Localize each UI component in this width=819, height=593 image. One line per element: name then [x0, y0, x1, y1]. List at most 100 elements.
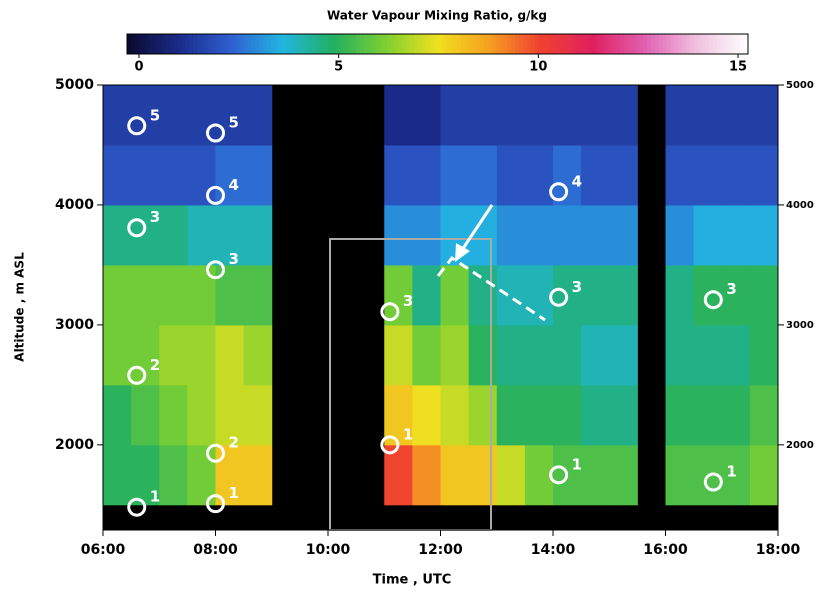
- heatmap-cell: [440, 324, 470, 386]
- heatmap-cell: [215, 384, 245, 446]
- heatmap-cell: [524, 144, 554, 206]
- sonde-label: 1: [150, 488, 160, 506]
- heatmap-cell: [553, 384, 582, 446]
- colorbar-swatch: [142, 34, 147, 54]
- sonde-marker: [549, 465, 569, 485]
- heatmap-cell: [609, 384, 638, 446]
- colorbar-swatch: [173, 34, 178, 54]
- colorbar-swatch: [398, 34, 404, 54]
- y-tick-label: 3000: [55, 317, 94, 333]
- colorbar-swatch: [336, 34, 341, 54]
- sonde-label: 3: [572, 278, 582, 296]
- colorbar-swatch: [402, 34, 407, 54]
- colorbar-swatch: [379, 34, 384, 54]
- colorbar-swatch: [437, 34, 442, 54]
- heatmap-cell: [159, 384, 188, 446]
- heatmap-cell: [496, 324, 526, 386]
- sonde-marker: [380, 435, 400, 455]
- colorbar-swatch: [491, 34, 497, 54]
- heatmap-cell: [103, 85, 132, 146]
- sonde-marker: [703, 290, 723, 310]
- colorbar-swatch: [196, 34, 202, 54]
- heatmap-cell: [749, 384, 779, 446]
- y2-tick-label: 5000: [786, 80, 814, 91]
- heatmap-cell: [581, 384, 610, 446]
- colorbar-swatch: [185, 34, 190, 54]
- colorbar-swatch: [604, 34, 609, 54]
- colorbar-swatch: [266, 34, 272, 54]
- colorbar-swatch: [542, 34, 547, 54]
- colorbar-swatch: [744, 34, 749, 54]
- colorbar-swatch: [224, 34, 229, 54]
- heatmap-cell: [131, 264, 160, 326]
- colorbar-swatch: [584, 34, 590, 54]
- colorbar-swatch: [720, 34, 726, 54]
- colorbar-swatch: [472, 34, 477, 54]
- colorbar-swatch: [616, 34, 621, 54]
- sonde-label: 5: [150, 106, 160, 124]
- colorbar-swatch: [596, 34, 602, 54]
- heatmap-cell: [243, 204, 273, 266]
- heatmap-cell: [665, 324, 695, 386]
- colorbar-swatch: [251, 34, 256, 54]
- heatmap-cell: [581, 324, 610, 386]
- heatmap-cell: [215, 264, 245, 326]
- colorbar-swatch: [278, 34, 283, 54]
- heatmap-cell: [187, 324, 216, 386]
- sonde-label: 1: [572, 455, 582, 473]
- colorbar-swatch: [127, 34, 132, 54]
- colorbar-swatch: [286, 34, 291, 54]
- heatmap-cell: [665, 264, 695, 326]
- sonde-marker: [206, 123, 225, 143]
- sonde-label: 3: [726, 280, 736, 298]
- colorbar-swatch: [511, 34, 516, 54]
- colorbar-swatch: [709, 34, 714, 54]
- heatmap-cell: [384, 384, 413, 446]
- heatmap-cell: [553, 204, 582, 266]
- heatmap-cell: [412, 85, 441, 146]
- colorbar-swatch: [231, 34, 237, 54]
- colorbar-swatch: [247, 34, 252, 54]
- colorbar-swatch: [573, 34, 578, 54]
- colorbar-frame: [126, 33, 749, 55]
- y2-tick-label: 4000: [786, 200, 814, 211]
- heatmap-cell: [524, 384, 554, 446]
- heatmap-cell: [721, 85, 751, 146]
- heatmap-cell: [243, 144, 273, 206]
- heatmap-cell: [749, 444, 779, 506]
- colorbar-swatch: [631, 34, 636, 54]
- heatmap-cell: [693, 85, 723, 146]
- sonde-label: 3: [150, 208, 160, 226]
- heatmap-cell: [412, 204, 441, 266]
- colorbar-swatch: [390, 34, 396, 54]
- colorbar-swatch: [414, 34, 419, 54]
- sonde-label: 4: [572, 172, 582, 190]
- colorbar-swatch: [309, 34, 314, 54]
- colorbar-swatch: [154, 34, 159, 54]
- x-tick-label: 08:00: [193, 542, 238, 558]
- colorbar-swatch: [216, 34, 221, 54]
- colorbar-swatch: [569, 34, 574, 54]
- heatmap-cell: [384, 85, 413, 146]
- colorbar-swatch: [487, 34, 493, 54]
- colorbar-swatch: [367, 34, 373, 54]
- colorbar-swatch: [619, 34, 625, 54]
- colorbar-swatch: [134, 34, 140, 54]
- colorbar-swatch: [503, 34, 508, 54]
- heatmap-cell: [524, 204, 554, 266]
- colorbar-swatch: [635, 34, 640, 54]
- colorbar-tick-label: 15: [729, 60, 747, 75]
- colorbar-swatch: [476, 34, 481, 54]
- heatmap-cell: [468, 144, 498, 206]
- colorbar-swatch: [441, 34, 446, 54]
- heatmap-cell: [721, 444, 751, 506]
- sonde-label: 1: [403, 425, 413, 443]
- heatmap-cell: [440, 444, 470, 506]
- sonde-marker: [549, 182, 569, 202]
- colorbar-swatch: [332, 34, 338, 54]
- sonde-marker: [127, 365, 147, 385]
- colorbar-swatch: [328, 34, 334, 54]
- sonde-label: 4: [229, 176, 239, 194]
- heatmap-cell: [384, 144, 413, 206]
- heatmap-cell: [693, 324, 723, 386]
